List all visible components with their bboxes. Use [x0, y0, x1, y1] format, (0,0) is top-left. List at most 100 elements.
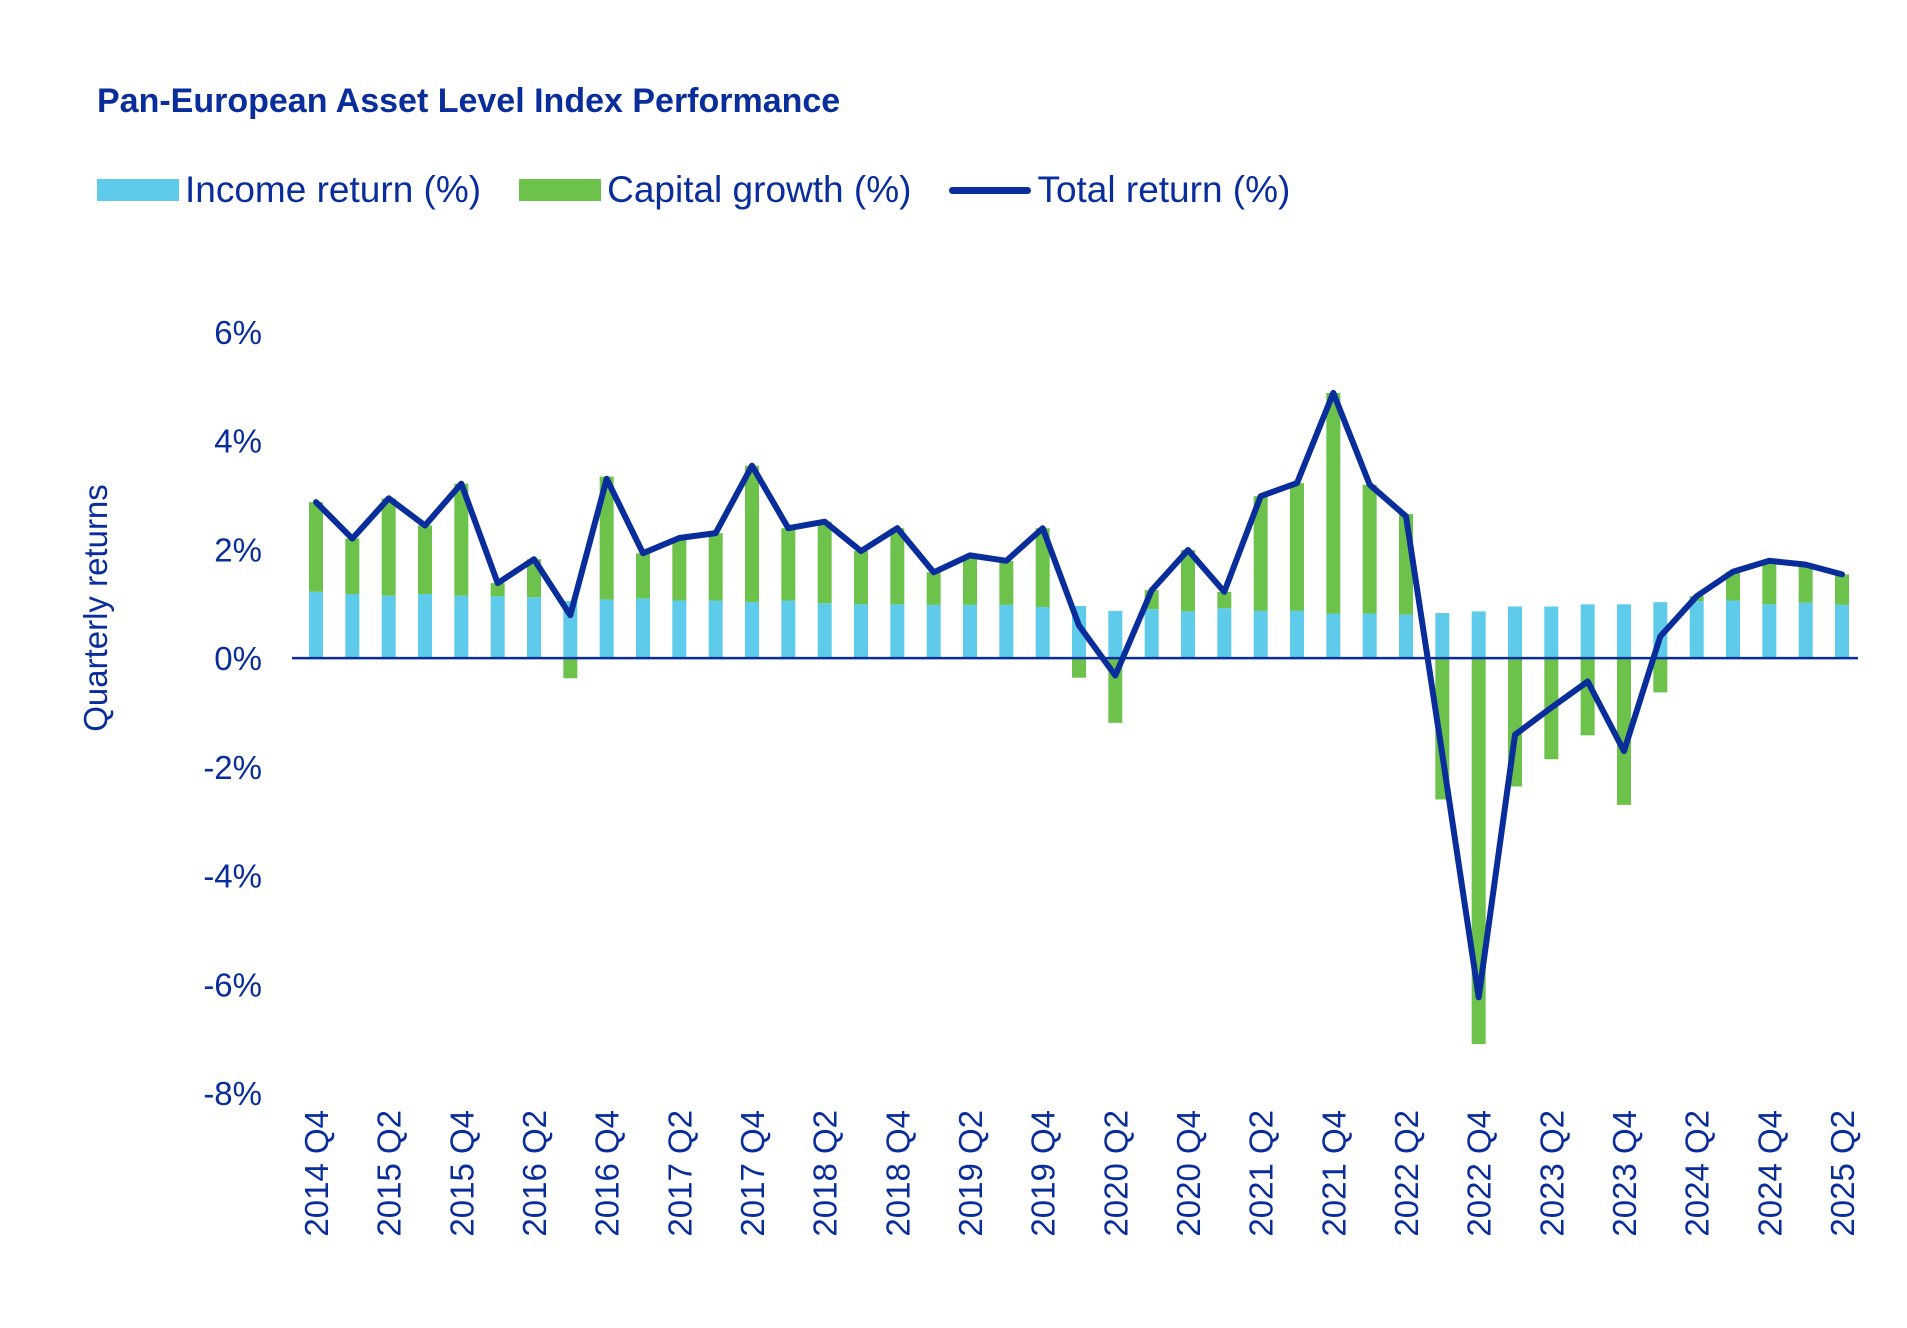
capital-bar: [1326, 392, 1341, 614]
x-tick-label: 2021 Q2: [1243, 1110, 1280, 1237]
income-bar: [1689, 601, 1704, 659]
capital-bar: [1580, 658, 1595, 736]
x-tick-label: 2015 Q4: [443, 1110, 480, 1237]
capital-bar: [1835, 574, 1849, 605]
income-bar: [1471, 611, 1486, 659]
income-bar: [999, 604, 1014, 659]
y-tick-label: 4%: [214, 423, 262, 460]
capital-bar: [854, 551, 868, 605]
income-bar: [636, 598, 650, 659]
capital-bar: [599, 476, 614, 600]
capital-bar: [418, 525, 432, 595]
x-tick-label: 2019 Q2: [952, 1110, 989, 1237]
income-bar: [1108, 610, 1123, 659]
income-bar: [854, 604, 868, 659]
legend-label-capital: Capital growth (%): [607, 169, 912, 210]
legend-label-income: Income return (%): [185, 169, 482, 210]
y-axis-ticks: 6% 4% 2% 0% -2% -4% -6% -8%: [203, 314, 262, 1112]
income-bar: [1144, 609, 1159, 659]
legend-swatch-capital: [519, 179, 602, 201]
income-bar: [490, 596, 505, 659]
x-tick-label: 2015 Q2: [371, 1110, 408, 1237]
x-tick-label: 2016 Q4: [589, 1110, 626, 1237]
capital-bar: [563, 658, 578, 679]
capital-bar: [1072, 658, 1086, 678]
income-bar: [1399, 614, 1413, 659]
income-bar: [890, 604, 905, 659]
capital-bar: [708, 533, 723, 601]
income-bar: [1762, 604, 1777, 659]
income-bar: [309, 591, 323, 659]
legend-item-income: Income return (%): [97, 169, 481, 211]
capital-bar: [1653, 658, 1668, 693]
x-axis-ticks: 2014 Q4 2015 Q2 2015 Q4 2016 Q2 2016 Q4 2017 …: [298, 1110, 1861, 1237]
chart-title: Pan-European Asset Level Index Performan…: [97, 82, 841, 120]
y-tick-label: -2%: [203, 749, 262, 786]
legend-item-capital: Capital growth (%): [519, 169, 911, 211]
income-bar: [1217, 608, 1232, 659]
income-bar: [1362, 613, 1377, 659]
total-return-line: [313, 389, 1845, 1001]
income-bar: [418, 594, 432, 659]
total-return-line-group: [313, 389, 1845, 1001]
x-tick-label: 2016 Q2: [516, 1110, 553, 1237]
y-axis-title: Quarterly returns: [77, 484, 114, 732]
bars-group: [309, 392, 1849, 1045]
income-bar: [1726, 600, 1740, 659]
income-bar: [1617, 604, 1631, 659]
income-bar: [708, 600, 723, 659]
income-bar: [1290, 610, 1304, 659]
y-tick-label: -4%: [203, 858, 262, 895]
capital-bar: [1762, 560, 1777, 605]
y-tick-label: 6%: [214, 314, 262, 351]
income-bar: [1253, 610, 1268, 659]
x-tick-label: 2020 Q4: [1170, 1110, 1207, 1237]
x-tick-label: 2023 Q4: [1606, 1110, 1643, 1237]
income-bar: [1835, 604, 1849, 659]
legend-swatch-total: [949, 186, 1032, 194]
income-bar: [926, 604, 941, 659]
capital-bar: [636, 553, 650, 599]
capital-bar: [1217, 591, 1232, 609]
y-tick-label: -8%: [203, 1075, 262, 1112]
income-bar: [1508, 606, 1522, 659]
capital-bar: [672, 538, 687, 601]
capital-bar: [781, 528, 796, 601]
legend-item-total: Total return (%): [949, 169, 1290, 211]
income-bar: [599, 599, 614, 659]
y-tick-label: 2%: [214, 531, 262, 568]
income-bar: [1035, 607, 1050, 659]
capital-bar: [1290, 483, 1304, 611]
capital-bar: [309, 502, 323, 592]
income-bar: [381, 595, 396, 659]
income-bar: [817, 603, 832, 659]
capital-bar: [345, 538, 360, 595]
legend-swatch-income: [97, 179, 179, 201]
capital-bar: [1253, 496, 1268, 611]
x-tick-label: 2020 Q2: [1097, 1110, 1134, 1237]
x-tick-label: 2023 Q2: [1533, 1110, 1570, 1237]
income-bar: [1544, 606, 1559, 659]
x-tick-label: 2014 Q4: [298, 1110, 335, 1237]
capital-bar: [926, 572, 941, 605]
x-tick-label: 2019 Q4: [1025, 1110, 1062, 1237]
income-bar: [745, 602, 759, 659]
capital-bar: [454, 483, 469, 596]
income-bar: [1326, 613, 1341, 659]
y-tick-label: 0%: [214, 640, 262, 677]
capital-bar: [1798, 564, 1813, 603]
income-bar: [1435, 613, 1450, 659]
x-tick-label: 2024 Q2: [1679, 1110, 1716, 1237]
capital-bar: [1035, 528, 1050, 608]
income-bar: [672, 600, 687, 659]
capital-bar: [1362, 484, 1377, 614]
x-tick-label: 2021 Q4: [1315, 1110, 1352, 1237]
income-bar: [1798, 602, 1813, 659]
capital-bar: [490, 583, 505, 597]
income-bar: [781, 600, 796, 659]
income-bar: [527, 597, 541, 659]
y-tick-label: -6%: [203, 966, 262, 1003]
income-bar: [345, 594, 360, 659]
legend-label-total: Total return (%): [1037, 169, 1291, 210]
